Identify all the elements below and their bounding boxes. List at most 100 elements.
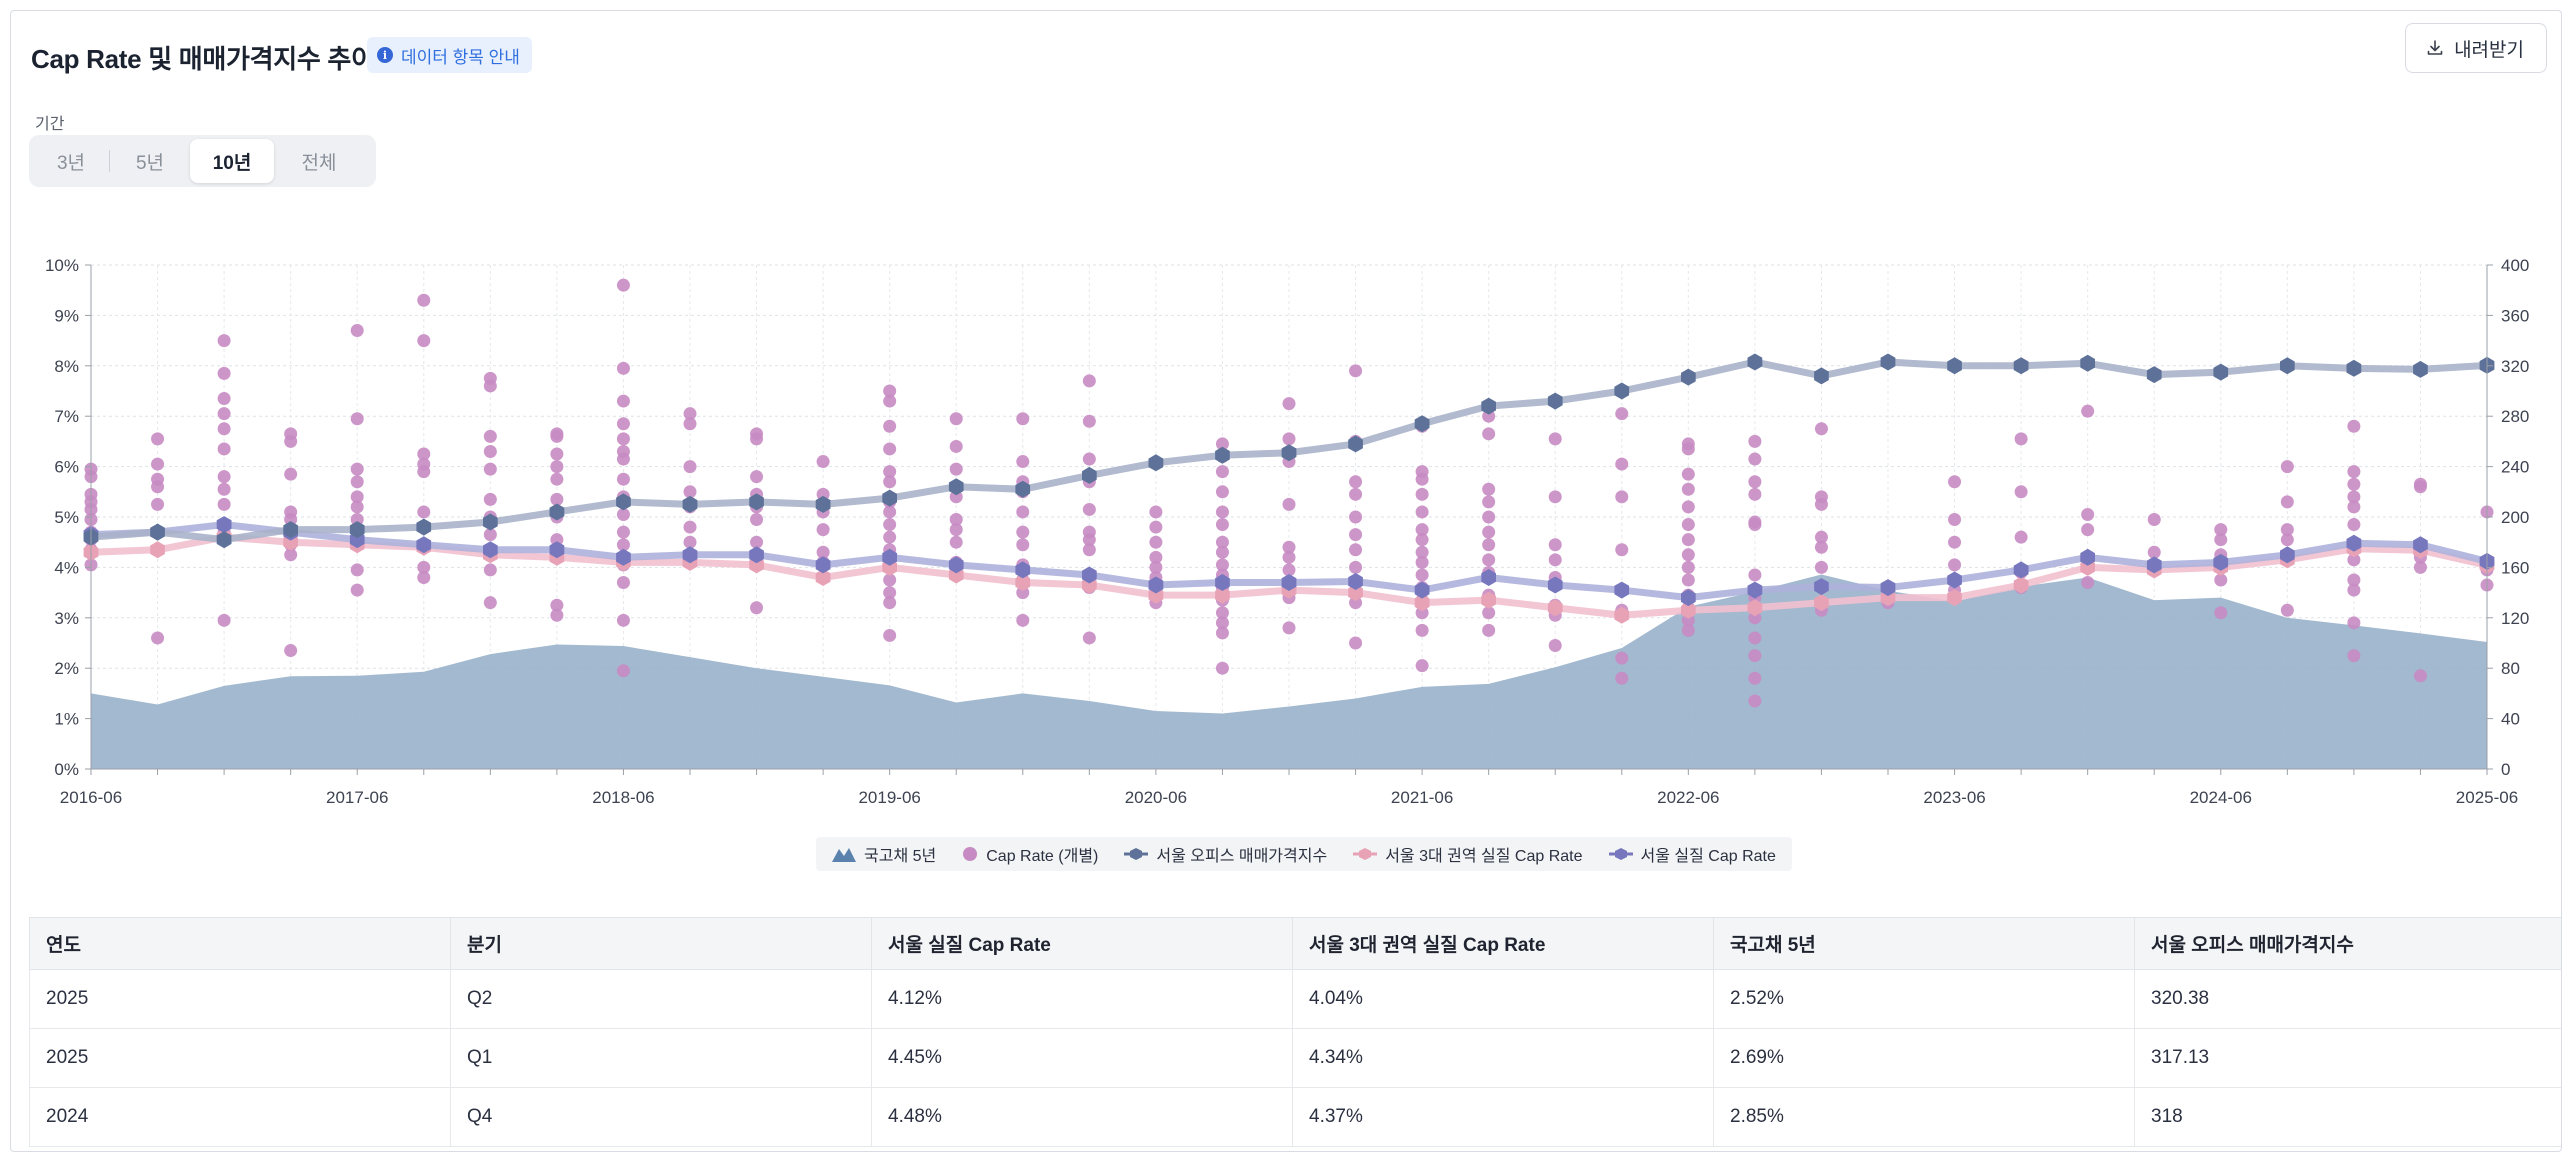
cap-rate-point: [1615, 543, 1629, 557]
price-index-marker: [2013, 357, 2029, 375]
legend-item-cap-rate-individual[interactable]: Cap Rate (개별): [962, 842, 1098, 866]
legend-item-seoul-cap-rate[interactable]: 서울 실질 Cap Rate: [1608, 842, 1776, 866]
x-tick-label: 2019-06: [858, 788, 920, 807]
period-option-all[interactable]: 전체: [301, 152, 337, 174]
column-header-bond-5y[interactable]: 국고채 5년: [1713, 917, 2135, 970]
cap-rate-point: [1215, 465, 1229, 479]
three-areas-cap-rate-marker: [1481, 591, 1496, 609]
price-index-marker: [616, 493, 631, 511]
column-header-3-areas-cap-rate[interactable]: 서울 3대 권역 실질 Cap Rate: [1292, 917, 1714, 970]
price-index-marker: [1015, 480, 1031, 498]
price-index-marker: [1814, 367, 1829, 385]
table-cell: 317.13: [2134, 1028, 2561, 1088]
cap-rate-point: [1814, 540, 1828, 554]
three-areas-cap-rate-marker: [2013, 576, 2029, 594]
cap-rate-point: [616, 613, 630, 627]
seoul-cap-rate-marker: [1215, 574, 1230, 591]
cap-rate-point: [1016, 538, 1030, 552]
legend-item-bond[interactable]: 국고채 5년: [832, 842, 936, 866]
seoul-cap-rate-marker: [1281, 574, 1297, 591]
y-tick-label-left: 0%: [54, 760, 79, 779]
cap-rate-point: [1681, 548, 1695, 562]
cap-rate-point: [2014, 432, 2028, 446]
cap-rate-point: [2147, 545, 2161, 559]
cap-rate-point: [1349, 487, 1363, 501]
cap-rate-point: [2014, 530, 2028, 544]
download-button[interactable]: 내려받기: [2405, 23, 2547, 73]
column-header-price-index[interactable]: 서울 오피스 매매가격지수: [2134, 917, 2561, 970]
cap-rate-point: [616, 525, 630, 539]
period-option-3y[interactable]: 3년: [56, 152, 86, 174]
cap-rate-point: [1016, 613, 1030, 627]
cap-rate-point: [1415, 555, 1429, 569]
seoul-cap-rate-marker: [2146, 556, 2162, 574]
price-index-marker: [1281, 444, 1297, 462]
column-header-quarter[interactable]: 분기: [450, 917, 872, 970]
cap-rate-point: [350, 490, 364, 504]
data-info-badge[interactable]: i 데이터 항목 안내: [367, 37, 532, 73]
cap-rate-point: [683, 407, 697, 421]
cap-rate-point: [1748, 694, 1762, 708]
line-marker-icon: [1608, 848, 1633, 860]
cap-rate-point: [1548, 553, 1562, 567]
cap-rate-point: [217, 613, 231, 627]
legend-item-3-areas-cap-rate[interactable]: 서울 3대 권역 실질 Cap Rate: [1353, 842, 1583, 866]
cap-rate-point: [151, 497, 165, 511]
cap-rate-point: [1349, 596, 1363, 610]
three-areas-cap-rate-marker: [1681, 601, 1696, 619]
legend-item-price-index[interactable]: 서울 오피스 매매가격지수: [1124, 842, 1327, 866]
price-index-marker: [1215, 446, 1230, 464]
price-index-marker: [416, 518, 432, 536]
cap-rate-point: [1548, 490, 1562, 504]
cap-rate-point: [2081, 507, 2095, 521]
cap-rate-point: [1814, 530, 1828, 544]
cap-rate-point: [2214, 533, 2228, 547]
cap-rate-point: [483, 429, 497, 443]
column-header-year[interactable]: 연도: [29, 917, 451, 970]
cap-rate-point: [2081, 576, 2095, 590]
y-tick-label-left: 7%: [54, 407, 79, 426]
x-tick-label: 2024-06: [2190, 788, 2252, 807]
cap-rate-point: [616, 576, 630, 590]
seoul-cap-rate-marker: [1547, 576, 1563, 594]
cap-rate-point: [350, 475, 364, 489]
cap-rate-point: [816, 487, 830, 501]
dot-icon: [963, 847, 978, 861]
cap-rate-point: [2347, 616, 2361, 630]
cap-rate-point: [616, 394, 630, 408]
x-tick-label: 2023-06: [1923, 788, 1985, 807]
cap-rate-point: [1082, 543, 1096, 557]
price-index-marker: [682, 495, 698, 513]
cap-rate-point: [1282, 621, 1296, 635]
cap-rate-point: [350, 513, 364, 527]
cap-rate-point: [949, 439, 963, 453]
cap-rate-point: [750, 535, 764, 549]
cap-rate-point: [1016, 586, 1030, 600]
price-index-marker: [349, 521, 365, 539]
cap-rate-point: [1681, 623, 1695, 637]
period-option-10y[interactable]: 10년: [190, 139, 274, 183]
price-index-marker: [2280, 357, 2295, 375]
three-areas-cap-rate-marker: [1814, 594, 1829, 612]
cap-rate-point: [1349, 510, 1363, 524]
column-header-seoul-cap-rate[interactable]: 서울 실질 Cap Rate: [871, 917, 1293, 970]
price-index-marker: [1681, 368, 1696, 386]
cap-rate-point: [1215, 518, 1229, 532]
table-cell: 4.37%: [1292, 1087, 1714, 1147]
cap-rate-point: [616, 417, 630, 431]
cap-rate-point: [1482, 427, 1496, 441]
cap-rate-point: [883, 628, 897, 642]
cap-rate-point: [816, 545, 830, 559]
cap-rate-point: [1282, 540, 1296, 554]
period-option-5y[interactable]: 5년: [135, 152, 165, 174]
cap-rate-point: [2214, 606, 2228, 620]
cap-rate-point: [217, 366, 231, 380]
y-tick-label-left: 5%: [54, 508, 79, 527]
cap-rate-point: [1415, 545, 1429, 559]
price-index-marker: [1880, 353, 1896, 371]
cap-rate-point: [1482, 553, 1496, 567]
seoul-cap-rate-marker: [1148, 576, 1164, 594]
cap-rate-point: [217, 422, 231, 436]
cap-rate-point: [1415, 487, 1429, 501]
y-tick-label-left: 1%: [54, 710, 79, 729]
